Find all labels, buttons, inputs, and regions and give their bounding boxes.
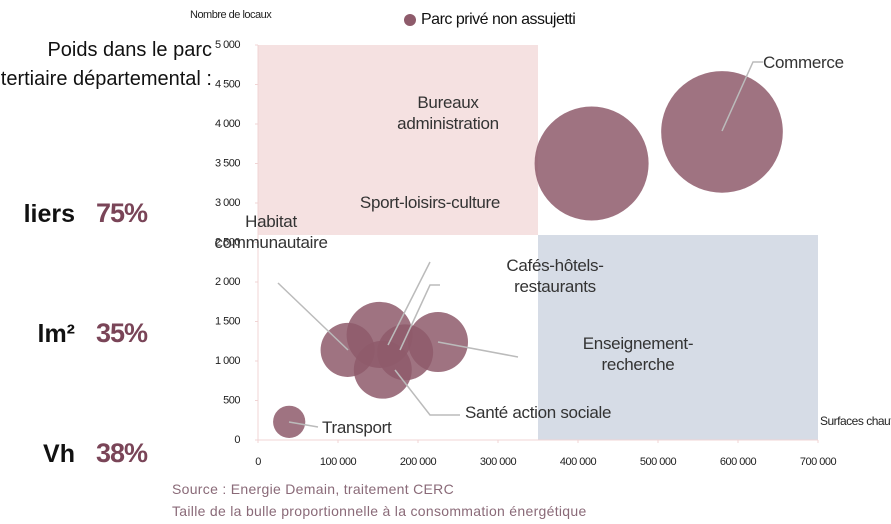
bubble: [534, 106, 649, 221]
x-tick-label: 300 000: [480, 456, 517, 468]
side-value: 38%: [96, 438, 148, 468]
y-tick-label: 500: [223, 394, 240, 406]
bubble: [377, 324, 434, 381]
bubble: [661, 71, 783, 193]
side-heading: Poids dans le parc tertiaire département…: [0, 39, 212, 90]
leader-line: [399, 284, 440, 351]
note: Taille de la bulle proportionnelle à la …: [172, 503, 587, 519]
y-tick-label: 2 000: [215, 276, 240, 288]
x-tick-label: 200 000: [400, 456, 437, 468]
y-tick-label: 5 000: [215, 39, 240, 51]
source: Source : Energie Demain, traitement CERC: [172, 481, 454, 497]
leader-line: [387, 261, 431, 346]
zone-bottom: [538, 235, 818, 440]
x-tick-label: 500 000: [640, 456, 677, 468]
side-label: lm²: [37, 320, 76, 348]
leader-line: [288, 421, 319, 428]
zone-top: [258, 45, 538, 235]
legend-label: Parc privé non assujetti: [421, 11, 575, 28]
side-value: 35%: [96, 318, 148, 348]
bubble-label: Santé action sociale: [465, 403, 612, 422]
y-tick-label: 1 500: [215, 315, 240, 327]
bubble-label: Enseignement-recherche: [582, 334, 694, 374]
x-tick-label: 600 000: [720, 456, 757, 468]
y-axis-title: Nombre de locaux: [190, 9, 272, 21]
legend-marker: [404, 14, 416, 26]
bubble-label: Transport: [322, 418, 392, 437]
bubble-label: Commerce: [763, 53, 844, 72]
y-tick-label: 0: [234, 434, 240, 446]
y-tick-label: 4 000: [215, 118, 240, 130]
y-tick-label: 4 500: [215, 78, 240, 90]
leader-line: [277, 282, 349, 351]
leader-line: [721, 61, 763, 132]
x-tick-label: 400 000: [560, 456, 597, 468]
side-label: Vh: [43, 440, 75, 468]
x-tick-label: 700 000: [800, 456, 837, 468]
leader-line: [394, 369, 460, 416]
bubble-label: Sport-loisirs-culture: [359, 193, 501, 212]
y-tick-label: 2 500: [215, 236, 240, 248]
leader-line: [437, 341, 519, 358]
x-tick-label: 100 000: [320, 456, 357, 468]
bubble-label: Cafés-hôtels-restaurants: [506, 256, 604, 296]
side-label: liers: [23, 200, 75, 228]
y-tick-label: 1 000: [215, 355, 240, 367]
x-axis-title: Surfaces chauffées: [820, 414, 891, 428]
y-tick-label: 3 500: [215, 157, 240, 169]
side-value: 75%: [96, 198, 148, 228]
x-tick-label: 0: [255, 456, 261, 468]
bubble-label: Bureaux administration: [397, 93, 499, 133]
bubble-label: Habitat communautaire: [214, 212, 328, 252]
y-tick-label: 3 000: [215, 197, 240, 209]
